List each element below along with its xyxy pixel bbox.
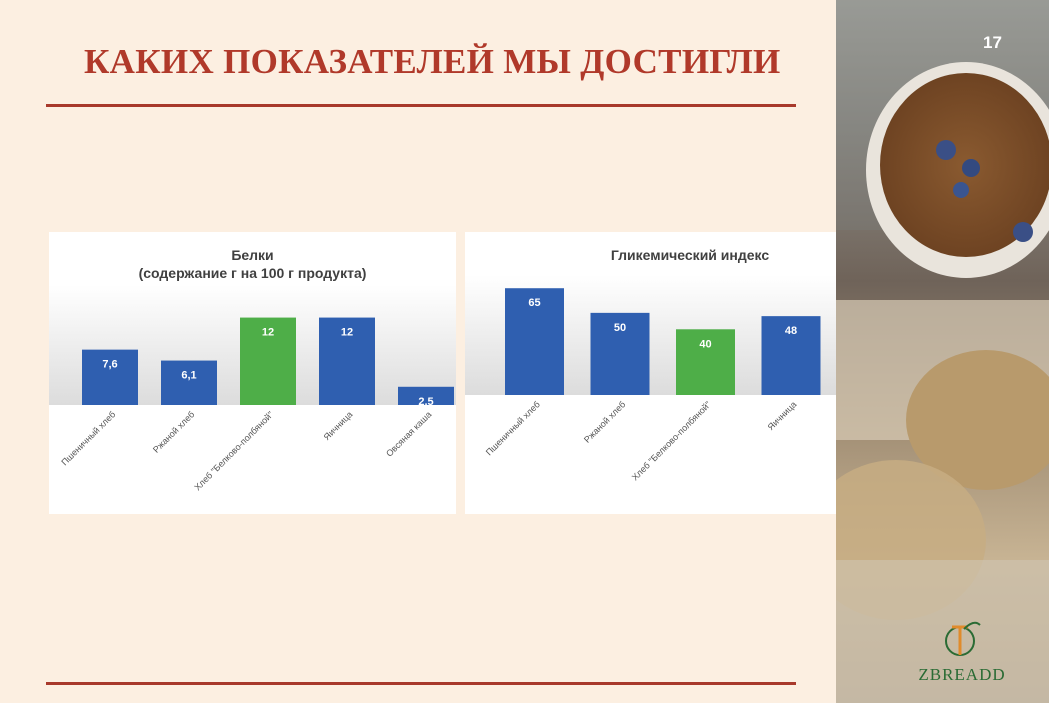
footer-rule: [46, 682, 796, 685]
category-label: Яичница: [766, 399, 799, 432]
bar: [82, 349, 138, 405]
chart-subtitle: (содержание г на 100 г продукта): [139, 265, 367, 281]
glycemic-chart: Гликемический индекс 65 Пшеничный хлеб 50 Рж…: [465, 247, 915, 482]
bar: [676, 329, 735, 395]
data-label: 40: [699, 338, 711, 350]
data-label: 48: [785, 325, 797, 337]
bar: [240, 317, 296, 405]
category-label: Ржаной хлеб: [151, 409, 196, 454]
category-label: Пшеничный хлеб: [484, 399, 542, 457]
brand-logo: ZBREADD: [912, 615, 1012, 695]
bar: [319, 317, 375, 405]
chart-title: Гликемический индекс: [611, 247, 769, 263]
category-label: Яичница: [322, 409, 355, 442]
bar: [590, 312, 650, 395]
food-photo: [836, 0, 1049, 703]
bar: [398, 386, 454, 405]
page-number: 17: [983, 33, 1002, 52]
category-label: Ржаной хлеб: [582, 399, 627, 444]
data-label: 50: [614, 322, 626, 334]
protein-chart-card: Белки (содержание г на 100 г продукта) 7,6…: [49, 232, 456, 514]
bar: [761, 316, 821, 395]
data-label: 12: [262, 327, 274, 339]
title-underline: [46, 104, 796, 107]
bar: [505, 288, 564, 395]
slide-title: КАКИХ ПОКАЗАТЕЛЕЙ МЫ ДОСТИГЛИ: [84, 42, 781, 81]
category-label: Овсяная каша: [384, 409, 433, 458]
chart-title: Белки: [231, 247, 273, 263]
granola-bread-photo: [836, 0, 1049, 703]
data-label: 7,6: [102, 359, 117, 371]
data-label: 12: [341, 327, 353, 339]
data-label: 2,5: [418, 396, 433, 408]
category-label: Пшеничный хлеб: [59, 409, 117, 467]
protein-chart: Белки (содержание г на 100 г продукта) 7,6…: [49, 247, 456, 492]
wheat-logo-icon: [945, 621, 981, 656]
data-label: 6,1: [181, 370, 196, 382]
brand-name: ZBREADD: [918, 665, 1006, 684]
data-label: 65: [528, 297, 540, 309]
bar: [161, 360, 217, 405]
category-label: Хлеб "Белково-полбяной": [630, 399, 713, 482]
category-label: Хлеб "Белково-полбяной": [192, 409, 275, 492]
